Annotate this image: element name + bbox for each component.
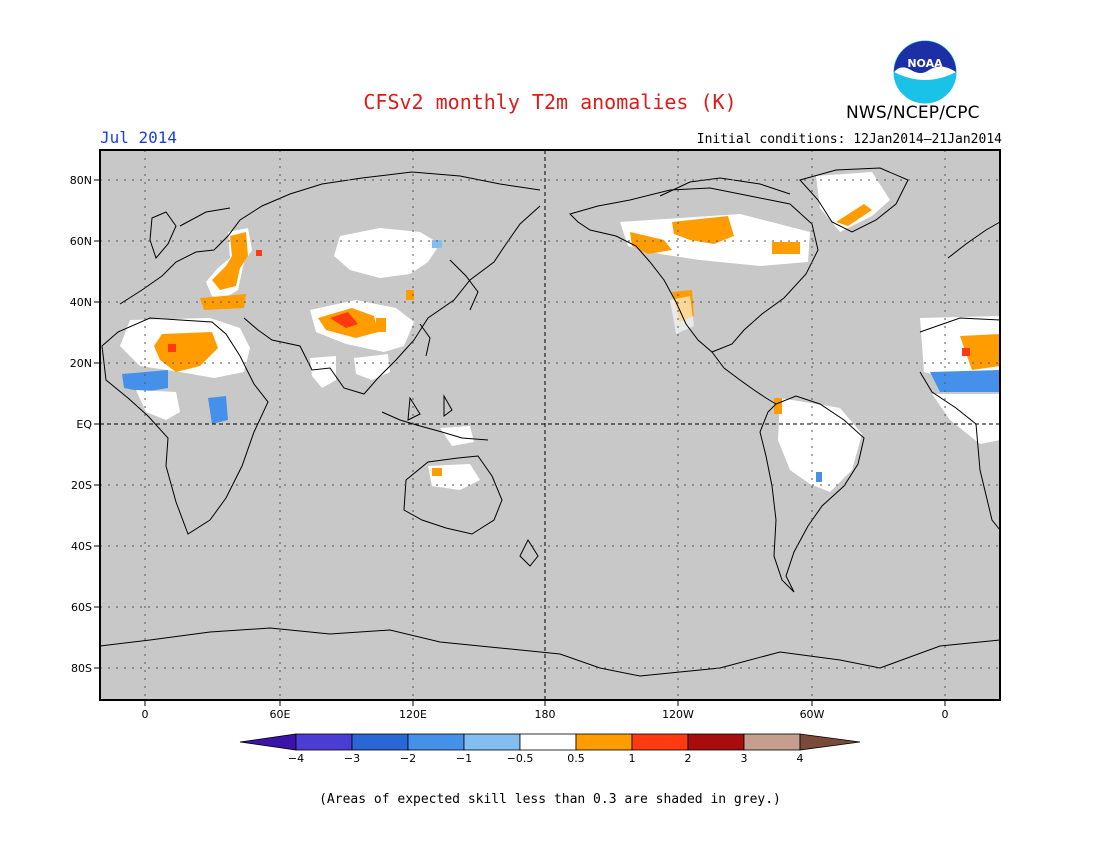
colorbar-tick-label: −3 — [344, 752, 360, 765]
colorbar-tick-label: 0.5 — [567, 752, 585, 765]
colorbar-tick-label: −1 — [456, 752, 472, 765]
colorbar-swatch — [295, 733, 353, 751]
skill-footnote: (Areas of expected skill less than 0.3 a… — [319, 792, 781, 807]
colorbar-max-arrow — [799, 733, 861, 751]
lat-label: EQ — [76, 418, 92, 431]
lat-label: 20N — [70, 357, 92, 370]
colorbar-tick-label: 3 — [741, 752, 748, 765]
colorbar-swatch — [743, 733, 801, 751]
lon-label: 120W — [662, 708, 694, 721]
lat-label: 80N — [70, 174, 92, 187]
noaa-logo-icon: NOAA — [893, 40, 957, 104]
coastline-south-america — [759, 395, 865, 593]
initial-conditions-label: Initial conditions: 12Jan2014–21Jan2014 — [696, 132, 1002, 147]
lat-label: 60S — [71, 601, 92, 614]
coastline-africa — [101, 317, 269, 535]
lon-label: 0 — [942, 708, 949, 721]
map-title: CFSv2 monthly T2m anomalies (K) — [363, 90, 737, 114]
gridlines — [100, 150, 1000, 700]
coastline-greenland — [799, 167, 909, 233]
colorbar-swatch — [519, 733, 577, 751]
colorbar-swatch — [463, 733, 521, 751]
lat-label: 80S — [71, 662, 92, 675]
colorbar-tick-label: −4 — [288, 752, 304, 765]
coastlines — [99, 167, 1001, 677]
lon-label: 120E — [399, 708, 427, 721]
tick-marks — [94, 179, 946, 706]
anomaly-patches — [120, 172, 1000, 492]
lat-label: 60N — [70, 235, 92, 248]
colorbar-tick-label: 1 — [629, 752, 636, 765]
colorbar-tick-label: 2 — [685, 752, 692, 765]
coastline-australia — [403, 455, 503, 535]
colorbar-tick-label: −0.5 — [507, 752, 534, 765]
valid-month-label: Jul 2014 — [100, 128, 178, 147]
colorbar — [239, 733, 861, 751]
lon-label: 180 — [535, 708, 556, 721]
coastline-antarctica — [99, 627, 1001, 677]
colorbar-swatch — [407, 733, 465, 751]
colorbar-swatch — [687, 733, 745, 751]
coastline-europe — [119, 171, 541, 305]
colorbar-swatch — [631, 733, 689, 751]
lat-label: 40N — [70, 296, 92, 309]
colorbar-tick-label: 4 — [797, 752, 804, 765]
lon-label: 60W — [800, 708, 825, 721]
coastline-north-america — [569, 187, 819, 353]
colorbar-swatch — [351, 733, 409, 751]
colorbar-tick-label: −2 — [400, 752, 416, 765]
map-frame — [99, 149, 1001, 701]
colorbar-swatch — [575, 733, 633, 751]
agency-label: NWS/NCEP/CPC — [846, 103, 980, 123]
logo-text: NOAA — [907, 57, 943, 70]
coastline-asia — [243, 205, 541, 395]
colorbar-min-arrow — [239, 733, 297, 751]
lon-label: 0 — [142, 708, 149, 721]
lat-label: 20S — [71, 479, 92, 492]
lon-label: 60E — [270, 708, 291, 721]
lat-label: 40S — [71, 540, 92, 553]
